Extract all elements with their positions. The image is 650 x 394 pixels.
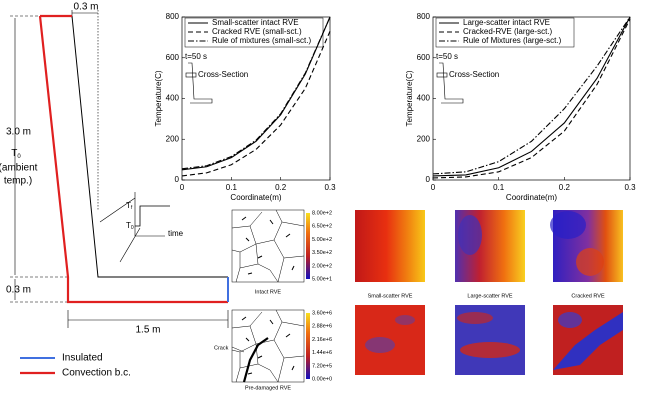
colorbar-label: 7.20e+5 bbox=[312, 363, 332, 369]
inset-label: time bbox=[168, 229, 184, 238]
map-label: Small-scatter RVE bbox=[368, 293, 413, 299]
cross-section-marker bbox=[436, 72, 448, 78]
inset-symbol: T bbox=[126, 221, 131, 230]
dimension-label: 1.5 m bbox=[135, 325, 160, 336]
data-line bbox=[432, 18, 631, 179]
data-line bbox=[181, 16, 331, 170]
legend-label: Cracked RVE (small-sct.) bbox=[212, 27, 302, 36]
wall-diagram bbox=[10, 10, 229, 375]
colorbar-label: 3.50e+2 bbox=[312, 250, 332, 256]
colorbar bbox=[306, 313, 310, 379]
legend-label: Rule of Mixtures (large-sct.) bbox=[463, 36, 562, 45]
inset-subscript: f bbox=[131, 205, 133, 211]
legend-label: Insulated bbox=[62, 353, 103, 364]
colorbar-label: 2.16e+6 bbox=[312, 337, 332, 343]
cross-section-icon bbox=[188, 62, 213, 104]
rve-mesh bbox=[231, 209, 305, 383]
cross-section-marker bbox=[185, 72, 197, 78]
y-tick-label: 400 bbox=[417, 94, 431, 103]
x-tick-label: 0.2 bbox=[275, 183, 287, 192]
y-tick-label: 800 bbox=[166, 12, 180, 21]
rve-label: Crack bbox=[214, 345, 229, 351]
rve-label: Pre-damaged RVE bbox=[245, 385, 291, 391]
colorbar-label: 5.00e+1 bbox=[312, 276, 332, 282]
heatmaps bbox=[355, 210, 623, 375]
colorbar-label: 6.50e+2 bbox=[312, 224, 332, 230]
x-axis-label: Coordinate(m) bbox=[506, 193, 557, 202]
x-tick-label: 0 bbox=[431, 183, 436, 192]
colorbar-label: 1.44e+6 bbox=[312, 350, 332, 356]
colorbar-label: 2.88e+6 bbox=[312, 324, 332, 330]
ambient-subscript: 0 bbox=[17, 154, 21, 160]
x-tick-label: 0.2 bbox=[559, 183, 571, 192]
data-line bbox=[181, 31, 331, 177]
map-label: Large-scatter RVE bbox=[467, 293, 512, 299]
legend-label: Small-scatter intact RVE bbox=[212, 18, 299, 27]
y-tick-label: 0 bbox=[175, 175, 180, 184]
inset-label: Tf bbox=[126, 201, 133, 211]
ambient-label: temp.) bbox=[4, 176, 32, 187]
colorbar-label: 5.00e+2 bbox=[312, 237, 332, 243]
x-tick-label: 0.3 bbox=[324, 183, 336, 192]
y-tick-label: 0 bbox=[426, 175, 431, 184]
legend-label: Large-scatter intact RVE bbox=[463, 18, 550, 27]
ambient-symbol: T bbox=[11, 148, 17, 159]
dimension-label: 0.3 m bbox=[73, 2, 98, 13]
colorbar-label: 3.60e+6 bbox=[312, 310, 332, 316]
y-tick-label: 600 bbox=[417, 53, 431, 62]
legend-box bbox=[435, 17, 575, 48]
y-tick-label: 400 bbox=[166, 94, 180, 103]
y-axis-label: Temperature(C) bbox=[405, 70, 414, 126]
rve-label: Intact RVE bbox=[255, 289, 282, 295]
y-axis-label: Temperature(C) bbox=[154, 70, 163, 126]
map-labels: Small-scatter RVE Large-scatter RVE Crac… bbox=[368, 293, 605, 299]
x-tick-label: 0.1 bbox=[493, 183, 505, 192]
inset-subscript: 0 bbox=[131, 225, 134, 231]
y-tick-label: 600 bbox=[166, 53, 180, 62]
colorbar-label: 0.00e+0 bbox=[312, 376, 332, 382]
y-tick-label: 200 bbox=[166, 134, 180, 143]
cross-section-icon bbox=[439, 62, 464, 104]
annotation: t=50 s bbox=[185, 52, 207, 61]
y-tick-label: 800 bbox=[417, 12, 431, 21]
dimension-label: 0.3 m bbox=[6, 285, 31, 296]
inset-label: T0 bbox=[126, 221, 134, 231]
x-tick-label: 0.1 bbox=[226, 183, 238, 192]
annotation: t=50 s bbox=[436, 52, 458, 61]
x-axis-label: Coordinate(m) bbox=[230, 193, 281, 202]
legend-label: Convection b.c. bbox=[62, 368, 131, 379]
annotation: Cross-Section bbox=[449, 70, 499, 79]
x-tick-label: 0.3 bbox=[624, 183, 636, 192]
ambient-label: (ambient bbox=[0, 163, 38, 174]
legend-label: Cracked-RVE (large-sct.) bbox=[463, 27, 553, 36]
annotation: Cross-Section bbox=[198, 70, 248, 79]
colorbar bbox=[306, 213, 310, 279]
dimension-label: 3.0 m bbox=[6, 127, 31, 138]
data-line bbox=[432, 16, 631, 175]
inset-symbol: T bbox=[126, 201, 131, 210]
y-tick-label: 200 bbox=[417, 134, 431, 143]
colorbar-label: 8.00e+2 bbox=[312, 210, 332, 216]
legend-box bbox=[184, 17, 324, 48]
x-tick-label: 0 bbox=[180, 183, 185, 192]
map-label: Cracked RVE bbox=[571, 293, 605, 299]
data-line bbox=[432, 16, 631, 177]
legend-label: Rule of mixtures (small-sct.) bbox=[212, 36, 311, 45]
ambient-label: T0 bbox=[11, 148, 21, 160]
colorbar-label: 2.00e+2 bbox=[312, 263, 332, 269]
